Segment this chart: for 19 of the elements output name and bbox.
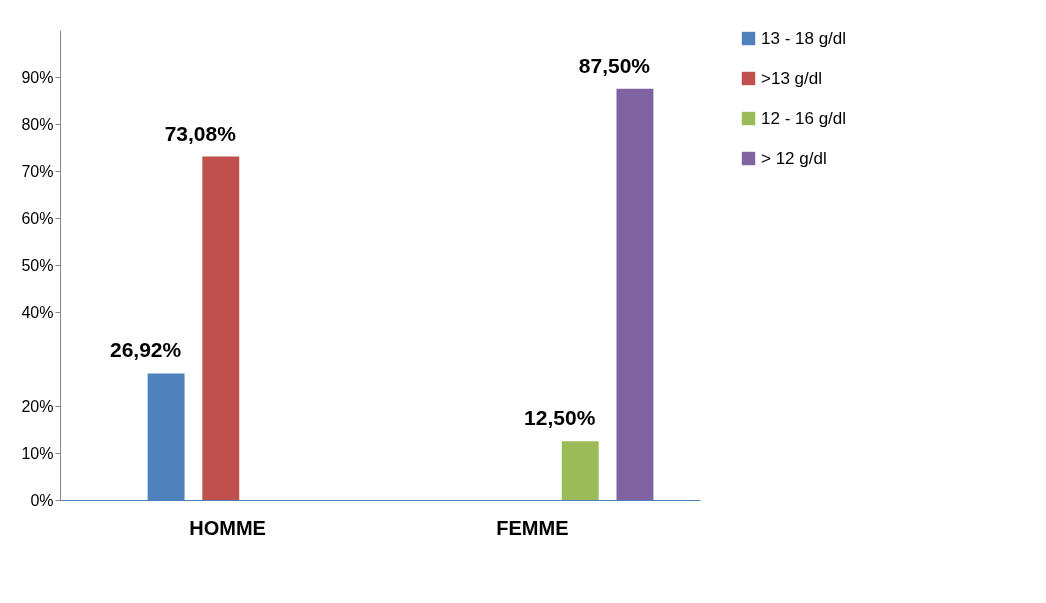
data-label: 73,08% [164,121,237,145]
legend-label: > 12 g/dl [761,148,827,168]
y-tick-label: 60% [21,209,54,227]
legend-label: >13 g/dl [761,68,822,88]
y-tick-label: 40% [21,303,54,321]
legend-label: 12 - 16 g/dl [761,108,847,128]
y-tick-label: 0% [30,491,54,509]
y-tick-label: 20% [21,397,54,415]
x-tick-label: FEMME [496,516,569,539]
y-tick-label: 90% [21,68,54,86]
legend-label: 13 - 18 g/dl [761,28,847,48]
y-tick-label: 80% [21,115,54,133]
y-tick-label: 10% [21,444,54,462]
y-tick-label: 50% [21,256,54,274]
data-label: 12,50% [524,406,596,430]
data-label: 87,50% [578,53,651,77]
x-tick-label: HOMME [189,516,266,539]
y-tick-label: 70% [21,162,54,180]
data-label: 26,92% [109,338,182,362]
